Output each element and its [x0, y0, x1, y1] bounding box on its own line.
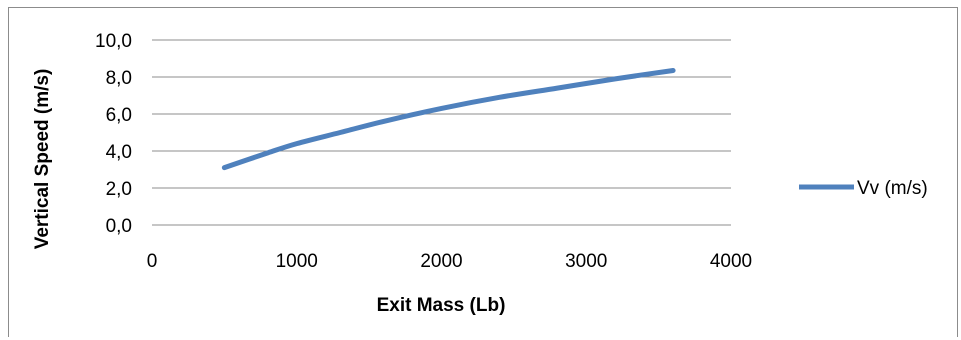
y-tick-label: 0,0	[106, 216, 132, 237]
series-group	[221, 68, 676, 171]
x-axis-title: Exit Mass (Lb)	[377, 295, 506, 316]
x-tick-labels: 0 1000 2000 3000 4000	[147, 251, 752, 272]
legend: Vv (m/s)	[799, 178, 928, 199]
chart-frame	[8, 7, 958, 337]
legend-label: Vv (m/s)	[857, 178, 928, 199]
y-tick-label: 4,0	[106, 142, 132, 163]
x-tick-label: 1000	[276, 251, 318, 272]
x-tick-label: 3000	[565, 251, 607, 272]
series-line	[221, 68, 676, 171]
x-tick-label: 2000	[420, 251, 462, 272]
x-tick-label: 4000	[710, 251, 752, 272]
y-tick-label: 2,0	[106, 179, 132, 200]
y-tick-label: 10,0	[95, 31, 132, 52]
y-tick-label: 8,0	[106, 68, 132, 89]
gridlines	[152, 39, 731, 226]
y-tick-labels: 0,0 2,0 4,0 6,0 8,0 10,0	[95, 31, 132, 237]
x-tick-label: 0	[147, 251, 158, 272]
y-axis-title: Vertical Speed (m/s)	[32, 69, 53, 250]
y-tick-label: 6,0	[106, 105, 132, 126]
